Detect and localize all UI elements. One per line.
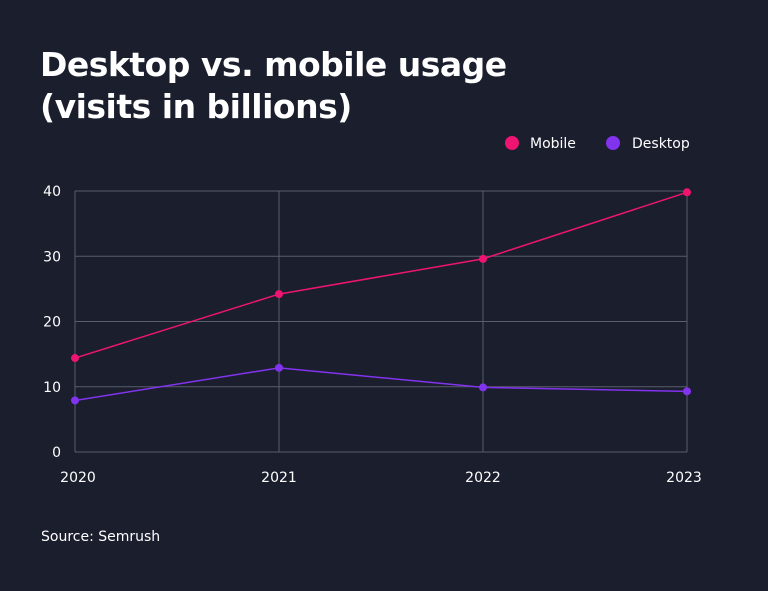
y-tick-label: 0 (52, 445, 61, 461)
x-tick-label: 2021 (261, 470, 297, 486)
desktop-series-line (74, 367, 688, 402)
desktop-data-point (71, 396, 79, 405)
y-tick-label: 20 (43, 315, 61, 331)
axis-labels: 0 10 20 30 40 2020 2021 2022 2023 (43, 184, 702, 486)
source-caption: Source: Semrush (41, 529, 161, 545)
mobile-data-point (71, 354, 79, 363)
mobile-data-point (275, 290, 283, 299)
chart-grid (74, 190, 688, 453)
x-tick-label: 2023 (666, 470, 702, 486)
desktop-data-point (275, 363, 283, 372)
mobile-series-line (74, 191, 688, 359)
desktop-data-point (479, 383, 487, 392)
chart-legend: Mobile Desktop (505, 136, 690, 152)
chart-series (71, 188, 691, 405)
chart-title-line-2: (visits in billions) (40, 87, 352, 126)
legend-label-desktop: Desktop (632, 136, 690, 152)
mobile-data-point (479, 254, 487, 263)
x-tick-label: 2020 (60, 470, 96, 486)
y-tick-label: 10 (43, 380, 61, 396)
x-tick-label: 2022 (465, 470, 501, 486)
chart-title-line-1: Desktop vs. mobile usage (40, 45, 507, 84)
desktop-data-point (683, 387, 691, 396)
chart-title: Desktop vs. mobile usage (visits in bill… (40, 44, 507, 128)
mobile-data-point (683, 188, 691, 197)
y-tick-label: 30 (43, 249, 61, 265)
legend-label-mobile: Mobile (530, 136, 576, 152)
legend-marker-desktop (606, 136, 620, 150)
y-tick-label: 40 (43, 184, 61, 200)
legend-marker-mobile (505, 136, 519, 150)
